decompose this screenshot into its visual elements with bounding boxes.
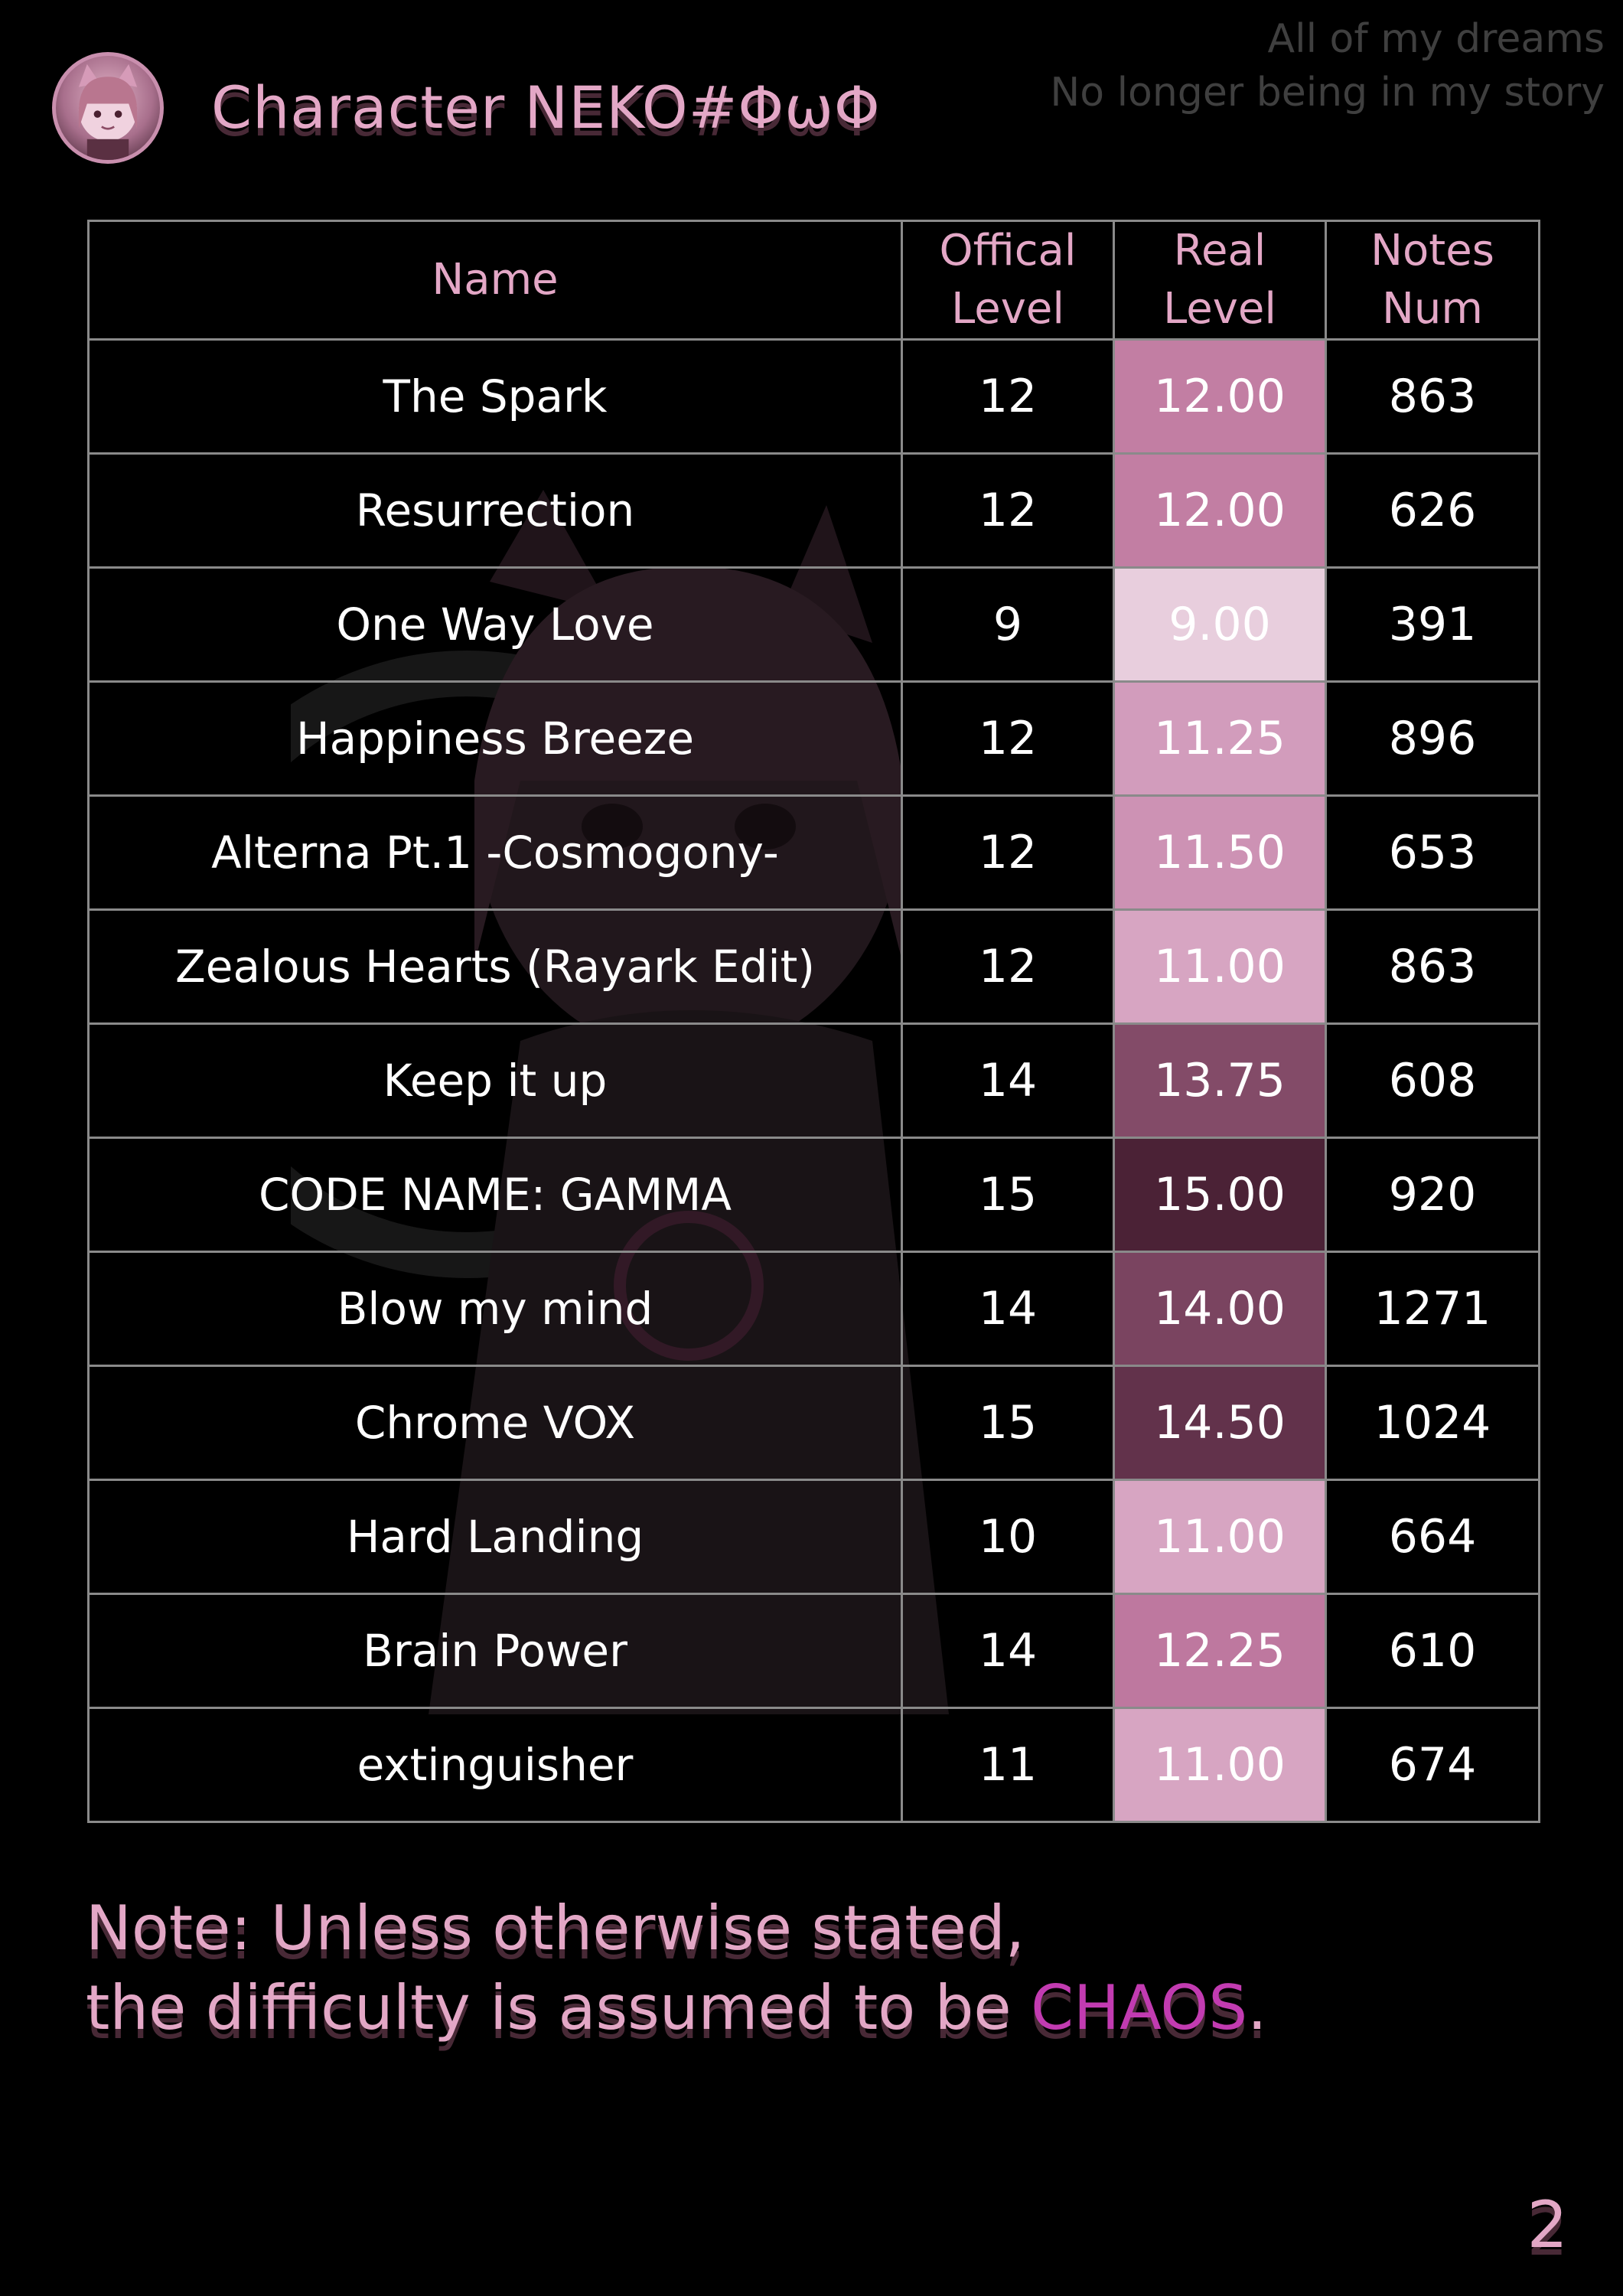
table-row: One Way Love 9 9.00 391 <box>87 566 1540 683</box>
notes-num-cell: 1271 <box>1325 1251 1540 1367</box>
table-row: Hard Landing 10 11.00 664 <box>87 1479 1540 1595</box>
official-level-cell: 14 <box>901 1593 1115 1709</box>
notes-num-cell: 920 <box>1325 1137 1540 1253</box>
col-header-official-level: Offical Level <box>901 220 1115 341</box>
official-level-cell: 12 <box>901 452 1115 569</box>
real-level-cell: 12.25 <box>1113 1593 1327 1709</box>
table-row: Zealous Hearts (Rayark Edit) 12 11.00 863 <box>87 908 1540 1025</box>
lyrics-text: All of my dreams No longer being in my s… <box>1050 12 1605 119</box>
real-level-cell: 13.75 <box>1113 1022 1327 1139</box>
song-name-cell: Blow my mind <box>87 1251 903 1367</box>
notes-num-cell: 608 <box>1325 1022 1540 1139</box>
song-name-cell: Alterna Pt.1 -Cosmogony- <box>87 794 903 911</box>
official-level-cell: 15 <box>901 1365 1115 1481</box>
song-name-cell: CODE NAME: GAMMA <box>87 1137 903 1253</box>
col-header-real-level: Real Level <box>1113 220 1327 341</box>
page-title: Character NEKO#ΦωΦ <box>211 73 881 142</box>
real-level-cell: 11.00 <box>1113 1479 1327 1595</box>
notes-num-cell: 391 <box>1325 566 1540 683</box>
notes-num-cell: 1024 <box>1325 1365 1540 1481</box>
song-name-cell: The Spark <box>87 338 903 455</box>
real-level-cell: 11.00 <box>1113 908 1327 1025</box>
real-level-cell: 12.00 <box>1113 338 1327 455</box>
song-level-table: Name Offical Level Real Level Notes Num The… <box>87 220 1540 1823</box>
note-line-2-suffix: . <box>1247 1972 1267 2043</box>
page-number: 2 <box>1527 2187 1568 2262</box>
table-body: The Spark 12 12.00 863 Resurrection 12 12.00 62… <box>87 338 1540 1823</box>
note-line-2-prefix: the difficulty is assumed to be <box>86 1972 1031 2043</box>
real-level-cell: 14.50 <box>1113 1365 1327 1481</box>
real-level-cell: 9.00 <box>1113 566 1327 683</box>
song-name-cell: Keep it up <box>87 1022 903 1139</box>
song-name-cell: Hard Landing <box>87 1479 903 1595</box>
real-level-cell: 11.25 <box>1113 680 1327 797</box>
difficulty-note: Note: Unless otherwise stated, the diffi… <box>86 1889 1267 2048</box>
notes-num-cell: 674 <box>1325 1707 1540 1823</box>
notes-num-cell: 626 <box>1325 452 1540 569</box>
table-row: extinguisher 11 11.00 674 <box>87 1707 1540 1823</box>
table-row: Blow my mind 14 14.00 1271 <box>87 1251 1540 1367</box>
official-level-cell: 9 <box>901 566 1115 683</box>
official-level-cell: 14 <box>901 1022 1115 1139</box>
song-name-cell: Happiness Breeze <box>87 680 903 797</box>
table-header-row: Name Offical Level Real Level Notes Num <box>87 220 1540 341</box>
table-row: Happiness Breeze 12 11.25 896 <box>87 680 1540 797</box>
real-level-cell: 11.50 <box>1113 794 1327 911</box>
song-name-cell: extinguisher <box>87 1707 903 1823</box>
table-row: Resurrection 12 12.00 626 <box>87 452 1540 569</box>
table-row: Chrome VOX 15 14.50 1024 <box>87 1365 1540 1481</box>
table-row: CODE NAME: GAMMA 15 15.00 920 <box>87 1137 1540 1253</box>
lyrics-line: No longer being in my story <box>1050 70 1605 116</box>
official-level-cell: 14 <box>901 1251 1115 1367</box>
official-level-cell: 12 <box>901 908 1115 1025</box>
notes-num-cell: 610 <box>1325 1593 1540 1709</box>
notes-num-cell: 664 <box>1325 1479 1540 1595</box>
real-level-cell: 14.00 <box>1113 1251 1327 1367</box>
song-name-cell: Chrome VOX <box>87 1365 903 1481</box>
lyrics-line: All of my dreams <box>1267 16 1605 62</box>
song-name-cell: Zealous Hearts (Rayark Edit) <box>87 908 903 1025</box>
real-level-cell: 11.00 <box>1113 1707 1327 1823</box>
note-line-2: the difficulty is assumed to be CHAOS. <box>86 1968 1267 2048</box>
table-row: Alterna Pt.1 -Cosmogony- 12 11.50 653 <box>87 794 1540 911</box>
real-level-cell: 12.00 <box>1113 452 1327 569</box>
notes-num-cell: 863 <box>1325 338 1540 455</box>
table-row: The Spark 12 12.00 863 <box>87 338 1540 455</box>
notes-num-cell: 896 <box>1325 680 1540 797</box>
notes-num-cell: 863 <box>1325 908 1540 1025</box>
character-avatar <box>52 52 164 164</box>
notes-num-cell: 653 <box>1325 794 1540 911</box>
official-level-cell: 12 <box>901 794 1115 911</box>
official-level-cell: 12 <box>901 338 1115 455</box>
song-name-cell: Brain Power <box>87 1593 903 1709</box>
chaos-difficulty-label: CHAOS <box>1031 1972 1248 2043</box>
col-header-name: Name <box>87 220 903 341</box>
official-level-cell: 15 <box>901 1137 1115 1253</box>
table-row: Brain Power 14 12.25 610 <box>87 1593 1540 1709</box>
official-level-cell: 11 <box>901 1707 1115 1823</box>
song-name-cell: Resurrection <box>87 452 903 569</box>
table-row: Keep it up 14 13.75 608 <box>87 1022 1540 1139</box>
official-level-cell: 12 <box>901 680 1115 797</box>
song-name-cell: One Way Love <box>87 566 903 683</box>
note-line-1: Note: Unless otherwise stated, <box>86 1893 1025 1964</box>
real-level-cell: 15.00 <box>1113 1137 1327 1253</box>
cat-girl-avatar-icon <box>78 64 138 160</box>
col-header-notes-num: Notes Num <box>1325 220 1540 341</box>
official-level-cell: 10 <box>901 1479 1115 1595</box>
